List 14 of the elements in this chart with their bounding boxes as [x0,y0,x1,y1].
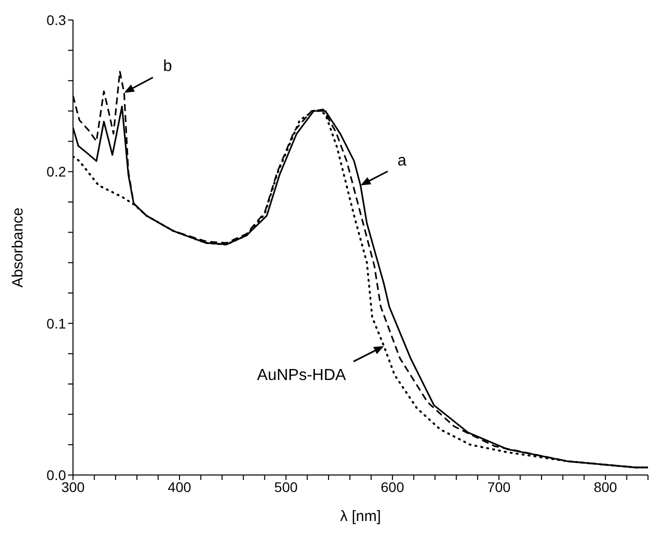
text: b [163,58,172,75]
y-axis-title: Absorbance [9,207,26,288]
x-tick-label: 800 [594,478,618,495]
x-tick-label: 700 [487,478,511,495]
y-tick-label: 0.3 [46,12,66,28]
y-tick-label: 0.0 [46,466,66,483]
x-axis-title: λ [nm] [340,508,381,525]
x-tick-label: 500 [274,478,298,495]
x-tick-label: 400 [168,478,192,495]
x-tick-label: 600 [380,478,404,495]
text: a [398,152,406,170]
y-tick-label: 0.2 [46,164,66,180]
y-tick-label: 0.1 [46,315,66,332]
text: AuNPs-HDA [257,367,346,384]
